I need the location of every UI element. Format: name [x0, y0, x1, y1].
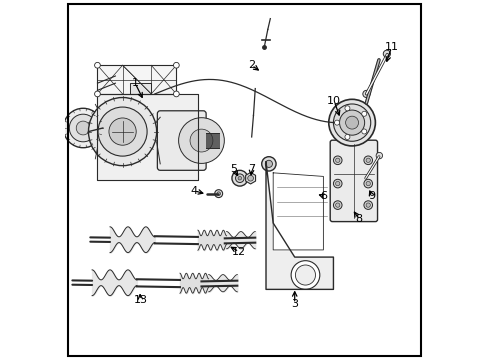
Circle shape	[366, 158, 369, 162]
Circle shape	[375, 152, 382, 159]
Text: 13: 13	[133, 295, 147, 305]
Text: 2: 2	[247, 60, 255, 70]
Text: 11: 11	[384, 42, 398, 52]
Polygon shape	[97, 65, 176, 94]
Text: 4: 4	[190, 186, 198, 196]
Circle shape	[345, 116, 358, 129]
Text: 1: 1	[131, 78, 138, 88]
Circle shape	[214, 190, 222, 198]
Circle shape	[363, 201, 372, 210]
Circle shape	[344, 106, 349, 111]
Text: 10: 10	[326, 96, 341, 106]
Circle shape	[333, 156, 341, 165]
Text: 8: 8	[355, 215, 362, 224]
Circle shape	[94, 91, 100, 97]
Circle shape	[238, 176, 241, 180]
Polygon shape	[265, 162, 333, 289]
Circle shape	[98, 107, 147, 156]
Circle shape	[335, 181, 339, 186]
Circle shape	[333, 179, 341, 188]
Circle shape	[178, 118, 224, 163]
Circle shape	[173, 91, 179, 97]
Text: 7: 7	[247, 164, 255, 174]
Text: 5: 5	[230, 164, 237, 174]
Circle shape	[335, 203, 339, 207]
Text: 6: 6	[319, 191, 326, 201]
Circle shape	[366, 203, 369, 207]
Circle shape	[362, 90, 369, 98]
Polygon shape	[245, 172, 255, 184]
Circle shape	[361, 129, 366, 134]
Circle shape	[261, 157, 276, 171]
Circle shape	[295, 265, 315, 285]
Circle shape	[173, 62, 179, 68]
Circle shape	[76, 121, 90, 135]
Circle shape	[109, 118, 136, 145]
Circle shape	[328, 99, 375, 146]
Polygon shape	[129, 83, 151, 94]
Circle shape	[383, 50, 389, 57]
Circle shape	[217, 192, 220, 195]
FancyBboxPatch shape	[329, 140, 377, 222]
Circle shape	[335, 158, 339, 162]
Circle shape	[339, 110, 364, 135]
Polygon shape	[273, 173, 323, 250]
Circle shape	[190, 129, 212, 152]
Circle shape	[363, 179, 372, 188]
Circle shape	[333, 201, 341, 210]
Text: 12: 12	[232, 247, 245, 257]
FancyBboxPatch shape	[157, 111, 206, 170]
Circle shape	[361, 111, 366, 116]
Circle shape	[69, 114, 97, 142]
Circle shape	[265, 160, 272, 167]
Circle shape	[333, 104, 370, 141]
Circle shape	[231, 170, 247, 186]
Circle shape	[235, 174, 244, 183]
Text: 3: 3	[291, 299, 298, 309]
Circle shape	[290, 261, 319, 289]
Circle shape	[88, 98, 156, 166]
Circle shape	[366, 181, 369, 186]
Circle shape	[344, 134, 349, 139]
Circle shape	[247, 175, 253, 181]
Circle shape	[94, 62, 100, 68]
Text: 9: 9	[367, 191, 375, 201]
Polygon shape	[97, 94, 198, 180]
Circle shape	[334, 120, 339, 125]
Circle shape	[63, 108, 102, 148]
Circle shape	[363, 156, 372, 165]
